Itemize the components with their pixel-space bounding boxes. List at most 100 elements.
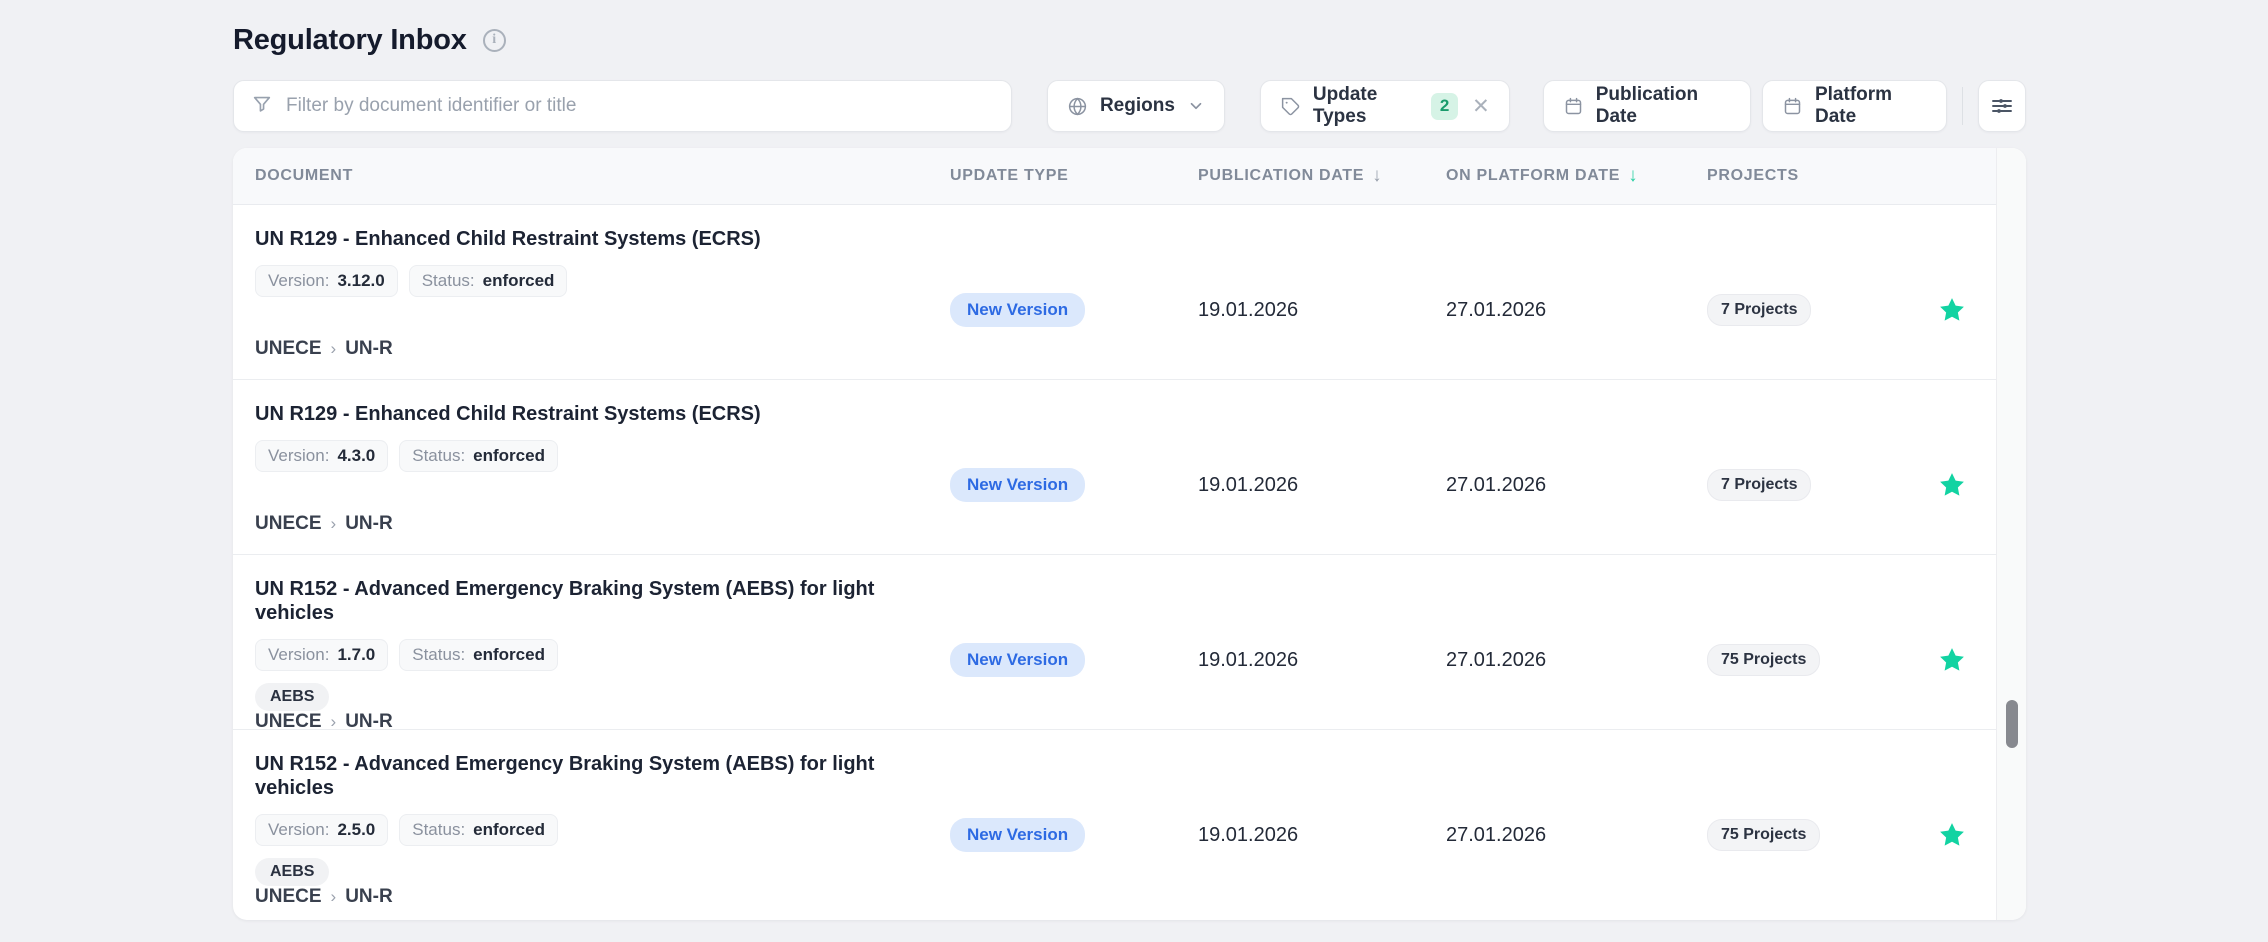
table-row[interactable]: UN R129 - Enhanced Child Restraint Syste… xyxy=(233,380,1996,555)
platform-date-cell: 27.01.2026 xyxy=(1446,648,1547,671)
calendar-icon xyxy=(1782,96,1803,117)
document-title: UN R152 - Advanced Emergency Braking Sys… xyxy=(255,578,875,624)
platform-date-cell: 27.01.2026 xyxy=(1446,473,1547,496)
platform-date-filter-button[interactable]: Platform Date xyxy=(1761,80,1947,132)
column-header-document[interactable]: DOCUMENT xyxy=(255,167,354,184)
column-header-publication-date[interactable]: PUBLICATION DATE ↓ xyxy=(1198,165,1382,186)
favorite-cell xyxy=(1905,380,1996,555)
breadcrumb-root: UNECE xyxy=(255,338,322,359)
document-meta: Version: 2.5.0 Status: enforced xyxy=(255,814,928,846)
update-types-label: Update Types xyxy=(1312,84,1378,127)
version-badge: Version: 1.7.0 xyxy=(255,639,389,671)
projects-count-badge: 7 Projects xyxy=(1707,469,1812,501)
document-cell: UN R152 - Advanced Emergency Braking Sys… xyxy=(233,730,948,908)
regions-label: Regions xyxy=(1099,95,1175,116)
breadcrumb-leaf: UN-R xyxy=(345,513,393,534)
update-type-badge: New Version xyxy=(950,468,1086,502)
clear-update-types-icon[interactable]: ✕ xyxy=(1472,94,1490,118)
projects-count-badge: 7 Projects xyxy=(1707,294,1812,326)
table-row[interactable]: UN R129 - Enhanced Child Restraint Syste… xyxy=(233,205,1996,380)
star-icon[interactable] xyxy=(1936,294,1968,326)
publication-date-cell: 19.01.2026 xyxy=(1198,298,1299,321)
document-cell: UN R129 - Enhanced Child Restraint Syste… xyxy=(233,380,948,555)
publication-date-cell: 19.01.2026 xyxy=(1198,648,1299,671)
projects-count-badge: 75 Projects xyxy=(1707,819,1821,851)
document-title: UN R152 - Advanced Emergency Braking Sys… xyxy=(255,753,875,799)
column-header-platform-date[interactable]: ON PLATFORM DATE ↓ xyxy=(1446,165,1638,186)
filter-bar-divider xyxy=(1961,87,1963,125)
info-icon[interactable]: i xyxy=(482,28,506,52)
version-badge: Version: 4.3.0 xyxy=(255,440,389,472)
star-icon[interactable] xyxy=(1936,469,1968,501)
tag-row: AEBS xyxy=(255,683,928,711)
status-badge: Status: enforced xyxy=(399,639,558,671)
column-header-update-type[interactable]: UPDATE TYPE xyxy=(950,167,1069,184)
breadcrumb-root: UNECE xyxy=(255,513,322,534)
search-box xyxy=(233,80,1012,132)
filter-bar: Regions Update Types 2 ✕ Publication Dat… xyxy=(233,80,2026,132)
breadcrumb-leaf: UN-R xyxy=(345,886,393,907)
scrollbar-thumb[interactable] xyxy=(2006,700,2018,748)
update-types-count-badge: 2 xyxy=(1431,92,1459,120)
search-input[interactable] xyxy=(286,95,994,117)
status-badge: Status: enforced xyxy=(399,440,558,472)
tag-pill: AEBS xyxy=(255,683,330,711)
chevron-right-icon: › xyxy=(330,339,337,358)
platform-date-label: Platform Date xyxy=(1814,84,1893,127)
update-type-cell: New Version xyxy=(948,555,1196,730)
document-title: UN R129 - Enhanced Child Restraint Syste… xyxy=(255,403,761,425)
chevron-down-icon xyxy=(1187,97,1205,115)
version-badge: Version: 3.12.0 xyxy=(255,265,398,297)
document-cell: UN R152 - Advanced Emergency Braking Sys… xyxy=(233,555,948,732)
calendar-icon xyxy=(1563,96,1584,117)
favorite-cell xyxy=(1905,555,1996,730)
update-type-cell: New Version xyxy=(948,730,1196,905)
document-cell: UN R129 - Enhanced Child Restraint Syste… xyxy=(233,205,948,380)
star-icon[interactable] xyxy=(1936,644,1968,676)
publication-date-filter-button[interactable]: Publication Date xyxy=(1542,80,1751,132)
document-meta: Version: 4.3.0 Status: enforced xyxy=(255,440,928,472)
status-badge: Status: enforced xyxy=(408,265,568,297)
breadcrumb-root: UNECE xyxy=(255,886,322,907)
scrollbar-track[interactable] xyxy=(1996,148,2026,920)
sliders-icon xyxy=(1990,94,2014,118)
favorite-cell xyxy=(1905,730,1996,905)
star-icon[interactable] xyxy=(1936,819,1968,851)
publication-date-cell: 19.01.2026 xyxy=(1198,473,1299,496)
projects-count-badge: 75 Projects xyxy=(1707,644,1821,676)
update-type-badge: New Version xyxy=(950,818,1086,852)
table-row[interactable]: UN R152 - Advanced Emergency Braking Sys… xyxy=(233,730,1996,908)
regulatory-table-card: DOCUMENT UPDATE TYPE PUBLICATION DATE ↓ … xyxy=(233,148,2026,920)
platform-date-cell: 27.01.2026 xyxy=(1446,298,1547,321)
regulatory-inbox-page: Regulatory Inbox i Regions Update Types … xyxy=(233,0,2026,920)
favorite-cell xyxy=(1905,205,1996,380)
tag-icon xyxy=(1280,96,1301,117)
update-type-badge: New Version xyxy=(950,293,1086,327)
tag-pill: AEBS xyxy=(255,858,330,886)
globe-icon xyxy=(1067,96,1088,117)
projects-cell: 75 Projects xyxy=(1705,555,1905,730)
update-types-filter-button[interactable]: Update Types 2 ✕ xyxy=(1259,80,1510,132)
table-header-row: DOCUMENT UPDATE TYPE PUBLICATION DATE ↓ … xyxy=(233,148,1996,205)
page-header: Regulatory Inbox i xyxy=(233,20,2026,60)
breadcrumb: UNECE › UN-R xyxy=(255,886,928,908)
chevron-right-icon: › xyxy=(330,712,337,731)
platform-date-cell: 27.01.2026 xyxy=(1446,823,1547,846)
column-header-projects[interactable]: PROJECTS xyxy=(1707,167,1799,184)
breadcrumb-leaf: UN-R xyxy=(345,711,393,732)
breadcrumb-root: UNECE xyxy=(255,711,322,732)
document-title: UN R129 - Enhanced Child Restraint Syste… xyxy=(255,228,761,250)
filter-funnel-icon xyxy=(251,93,273,120)
chevron-right-icon: › xyxy=(330,514,337,533)
document-meta: Version: 1.7.0 Status: enforced xyxy=(255,639,928,671)
tag-row: AEBS xyxy=(255,858,928,886)
regions-filter-button[interactable]: Regions xyxy=(1046,80,1225,132)
table-row[interactable]: UN R152 - Advanced Emergency Braking Sys… xyxy=(233,555,1996,732)
projects-cell: 7 Projects xyxy=(1705,205,1905,380)
table-settings-button[interactable] xyxy=(1977,80,2026,132)
publication-date-cell: 19.01.2026 xyxy=(1198,823,1299,846)
document-meta: Version: 3.12.0 Status: enforced xyxy=(255,265,928,297)
projects-cell: 7 Projects xyxy=(1705,380,1905,555)
projects-cell: 75 Projects xyxy=(1705,730,1905,905)
page-title: Regulatory Inbox xyxy=(233,23,467,56)
